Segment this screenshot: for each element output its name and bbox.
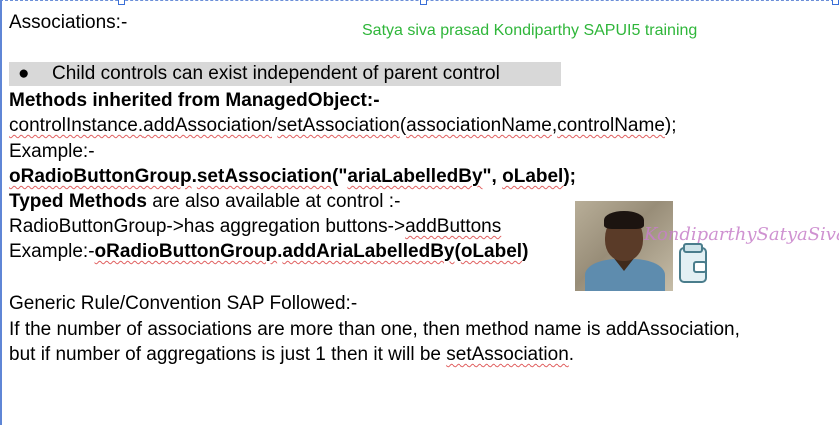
example2-line: Example:-oRadioButtonGroup.addAriaLabell… [9,241,529,262]
radio-group-line: RadioButtonGroup->has aggregation button… [9,216,502,237]
typed-methods-line: Typed Methods are also available at cont… [9,191,401,212]
example-code-line: oRadioButtonGroup.setAssociation("ariaLa… [9,166,576,187]
control-instance-line: controlInstance.addAssociation/setAssoci… [9,115,677,136]
rule-line-1: If the number of associations are more t… [9,319,740,340]
resize-handle[interactable] [832,0,839,5]
methods-heading: Methods inherited from ManagedObject:- [9,90,380,111]
bullet-item: ● Child controls can exist independent of… [9,62,561,86]
presenter-webcam-photo [575,201,673,291]
rule-line-2: but if number of aggregations is just 1 … [9,344,575,365]
resize-handle[interactable] [118,0,125,5]
trainer-label: Satya siva prasad Kondiparthy SAPUI5 tra… [362,22,698,39]
bullet-text: Child controls can exist independent of … [52,63,500,84]
resize-handle[interactable] [420,0,427,5]
selection-border [0,0,839,4]
bullet-icon: ● [18,63,30,84]
slide-title: Associations:- [9,12,128,33]
text-cursor-bar [0,0,2,425]
wallet-icon [679,243,707,283]
example-label: Example:- [9,141,95,162]
generic-rule-heading: Generic Rule/Convention SAP Followed:- [9,293,358,314]
watermark-text: KondiparthySatyaSivaPr [644,224,839,245]
